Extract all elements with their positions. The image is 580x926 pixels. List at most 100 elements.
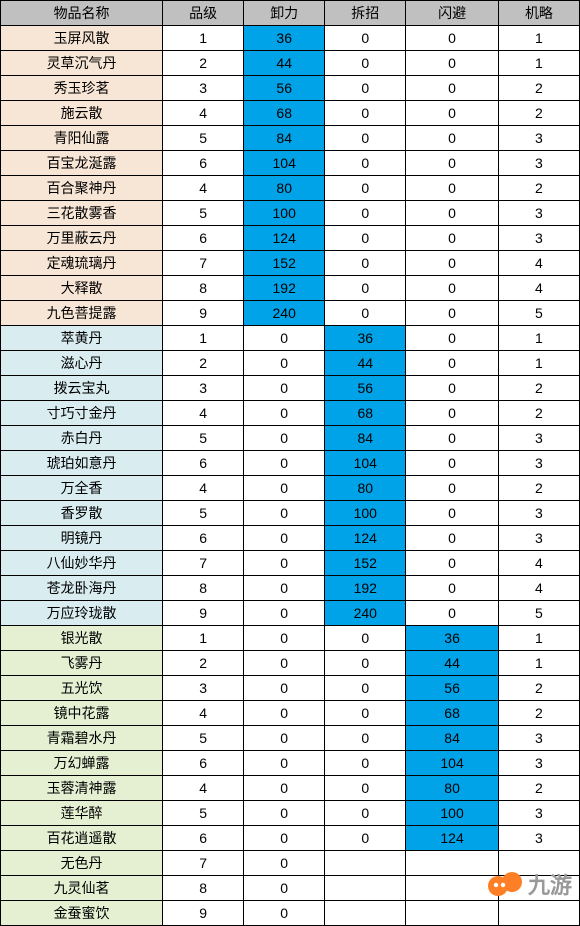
cell-jilue: 5 [498,601,579,626]
cell-shanbi: 124 [406,826,499,851]
cell-jilue: 3 [498,801,579,826]
table-row: 莲华醉5001003 [1,801,580,826]
cell-xieli: 0 [244,751,325,776]
header-row: 物品名称 品级 卸力 拆招 闪避 机略 [1,1,580,26]
cell-shanbi: 0 [406,276,499,301]
cell-jilue: 3 [498,726,579,751]
cell-grade: 2 [163,651,244,676]
cell-grade: 9 [163,601,244,626]
cell-name: 百宝龙涎露 [1,151,163,176]
cell-chaizhao: 0 [325,176,406,201]
cell-name: 百合聚神丹 [1,176,163,201]
cell-jilue: 1 [498,26,579,51]
cell-grade: 5 [163,126,244,151]
cell-shanbi: 0 [406,301,499,326]
cell-xieli: 36 [244,26,325,51]
cell-grade: 3 [163,76,244,101]
cell-xieli: 0 [244,376,325,401]
cell-chaizhao: 84 [325,426,406,451]
cell-grade: 9 [163,301,244,326]
col-header-chaizhao: 拆招 [325,1,406,26]
cell-name: 镜中花露 [1,701,163,726]
cell-grade: 1 [163,326,244,351]
cell-jilue: 4 [498,551,579,576]
cell-shanbi: 0 [406,26,499,51]
cell-shanbi: 68 [406,701,499,726]
table-row: 万里蔽云丹6124003 [1,226,580,251]
table-row: 定魂琉璃丹7152004 [1,251,580,276]
cell-name: 青阳仙露 [1,126,163,151]
cell-chaizhao: 192 [325,576,406,601]
cell-grade: 7 [163,851,244,876]
cell-jilue: 4 [498,251,579,276]
cell-xieli: 44 [244,51,325,76]
cell-jilue: 2 [498,776,579,801]
cell-xieli: 0 [244,801,325,826]
col-header-grade: 品级 [163,1,244,26]
table-row: 赤白丹508403 [1,426,580,451]
cell-shanbi [406,876,499,901]
cell-chaizhao: 36 [325,326,406,351]
cell-shanbi: 0 [406,376,499,401]
cell-grade: 6 [163,751,244,776]
cell-jilue: 1 [498,626,579,651]
cell-jilue: 5 [498,301,579,326]
cell-shanbi: 0 [406,601,499,626]
cell-xieli: 0 [244,826,325,851]
table-row: 萃黄丹103601 [1,326,580,351]
cell-shanbi: 0 [406,451,499,476]
cell-chaizhao: 0 [325,301,406,326]
cell-xieli: 0 [244,901,325,926]
cell-xieli: 0 [244,351,325,376]
cell-shanbi: 0 [406,351,499,376]
cell-jilue: 3 [498,201,579,226]
cell-name: 金蚕蜜饮 [1,901,163,926]
cell-jilue [498,876,579,901]
cell-xieli: 0 [244,676,325,701]
cell-chaizhao: 0 [325,826,406,851]
cell-name: 玉蓉清神露 [1,776,163,801]
cell-chaizhao: 68 [325,401,406,426]
cell-jilue: 3 [498,151,579,176]
cell-name: 玉屏风散 [1,26,163,51]
cell-chaizhao: 0 [325,26,406,51]
cell-shanbi: 100 [406,801,499,826]
cell-name: 三花散雾香 [1,201,163,226]
cell-chaizhao: 0 [325,51,406,76]
cell-grade: 5 [163,501,244,526]
cell-chaizhao [325,851,406,876]
cell-chaizhao: 240 [325,601,406,626]
table-row: 飞雾丹200441 [1,651,580,676]
table-row: 青霜碧水丹500843 [1,726,580,751]
cell-jilue: 4 [498,276,579,301]
cell-xieli: 0 [244,576,325,601]
cell-name: 苍龙卧海丹 [1,576,163,601]
cell-name: 寸巧寸金丹 [1,401,163,426]
cell-jilue: 1 [498,351,579,376]
cell-grade: 1 [163,26,244,51]
cell-chaizhao: 0 [325,676,406,701]
cell-chaizhao: 0 [325,226,406,251]
table-row: 百合聚神丹480002 [1,176,580,201]
cell-grade: 4 [163,101,244,126]
cell-jilue: 3 [498,426,579,451]
cell-grade: 7 [163,551,244,576]
cell-grade: 6 [163,151,244,176]
table-row: 万全香408002 [1,476,580,501]
cell-jilue [498,851,579,876]
col-header-name: 物品名称 [1,1,163,26]
cell-chaizhao: 100 [325,501,406,526]
cell-grade: 4 [163,176,244,201]
cell-shanbi: 0 [406,51,499,76]
cell-chaizhao: 0 [325,776,406,801]
cell-xieli: 0 [244,876,325,901]
cell-jilue: 2 [498,101,579,126]
cell-name: 滋心丹 [1,351,163,376]
cell-shanbi: 0 [406,226,499,251]
cell-xieli: 0 [244,701,325,726]
cell-shanbi: 0 [406,551,499,576]
cell-name: 万全香 [1,476,163,501]
cell-name: 万应玲珑散 [1,601,163,626]
table-row: 九灵仙茗80 [1,876,580,901]
cell-shanbi: 0 [406,101,499,126]
